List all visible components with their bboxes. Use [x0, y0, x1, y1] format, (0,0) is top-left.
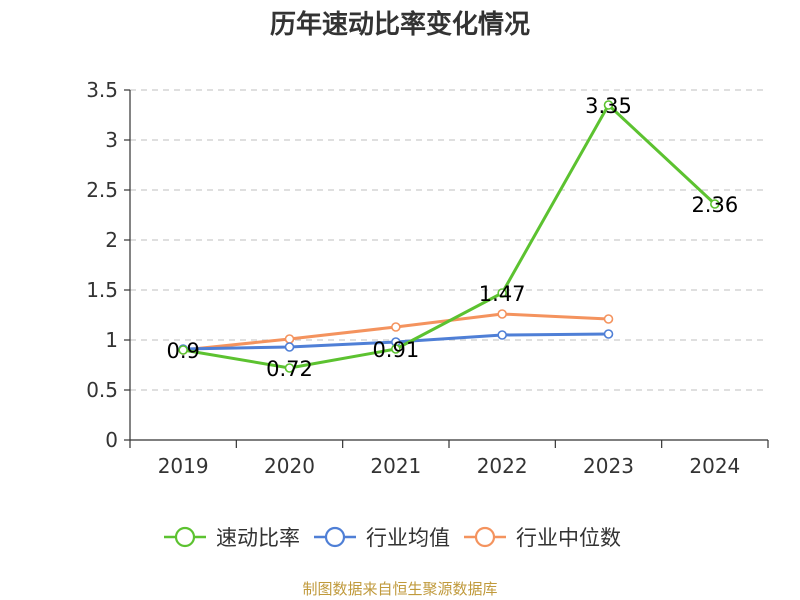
legend-marker — [174, 526, 196, 548]
data-labels: 0.9 0.72 0.91 1.47 3.35 2.36 — [166, 94, 738, 381]
chart-source: 制图数据来自恒生聚源数据库 — [302, 580, 498, 598]
legend-item: 行业均值 — [314, 526, 450, 550]
legend-item: 速动比率 — [164, 526, 300, 550]
data-point — [284, 342, 295, 352]
data-point — [497, 330, 507, 340]
axes: 0 0.5 1 1.5 2 2.5 3 3.5 2019 2020 2021 2022 2023 2024 — [86, 78, 769, 478]
series-line-0 — [182, 103, 716, 370]
data-point — [391, 344, 401, 354]
x-tick-label: 2024 — [689, 454, 740, 478]
x-tick-label: 2021 — [370, 454, 421, 478]
legend-item: 行业中位数 — [464, 526, 621, 550]
data-label: 0.91 — [372, 338, 419, 362]
data-point — [497, 309, 507, 319]
y-tick-label: 3 — [105, 128, 118, 152]
y-tick-label: 1.5 — [86, 278, 118, 302]
data-label: 0.9 — [166, 339, 199, 363]
y-tick-label: 1 — [105, 328, 118, 352]
data-label: 3.35 — [585, 94, 632, 118]
data-point — [710, 199, 720, 209]
y-tick-label: 2 — [105, 228, 118, 252]
y-tick-label: 0.5 — [86, 378, 118, 402]
data-point — [391, 322, 401, 332]
series-lines — [178, 100, 720, 373]
x-tick-label: 2019 — [158, 454, 209, 478]
y-tick-label: 3.5 — [86, 78, 118, 102]
data-point — [603, 329, 614, 339]
legend-label: 行业均值 — [366, 526, 450, 550]
legend-marker — [474, 526, 496, 548]
x-tick-label: 2022 — [477, 454, 528, 478]
data-label: 1.47 — [479, 282, 526, 306]
data-point — [603, 100, 614, 110]
legend: 速动比率 行业均值 行业中位数 — [164, 526, 621, 550]
data-point — [497, 288, 507, 298]
y-tick-label: 0 — [105, 428, 118, 452]
chart-title: 历年速动比率变化情况 — [269, 10, 530, 40]
legend-marker — [324, 526, 346, 548]
data-point — [284, 334, 295, 344]
x-tick-label: 2020 — [264, 454, 315, 478]
data-point — [284, 363, 295, 373]
data-point — [178, 345, 188, 355]
data-label: 2.36 — [691, 193, 738, 217]
data-point — [603, 314, 614, 324]
x-tick-label: 2023 — [583, 454, 634, 478]
legend-label: 速动比率 — [216, 526, 300, 550]
legend-label: 行业中位数 — [516, 526, 621, 550]
y-tick-label: 2.5 — [86, 178, 118, 202]
data-label: 0.72 — [266, 357, 313, 381]
